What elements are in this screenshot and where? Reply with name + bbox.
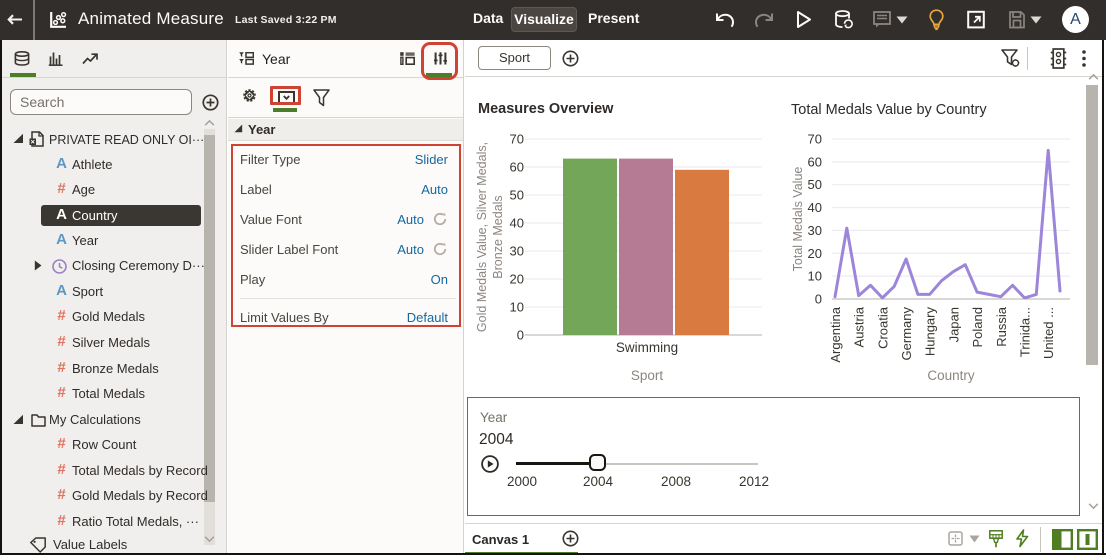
svg-text:Hungary: Hungary [923,307,938,357]
svg-text:Swimming: Swimming [616,340,678,355]
svg-text:Total Medals Value by Country: Total Medals Value by Country [791,102,987,118]
svg-text:70: 70 [808,132,822,147]
svg-text:Japan: Japan [946,307,961,342]
svg-text:Argentina: Argentina [828,306,843,362]
svg-text:20: 20 [510,272,524,287]
svg-text:Measures Overview: Measures Overview [478,101,614,117]
svg-text:Gold Medals Value, Silver Meda: Gold Medals Value, Silver Medals, [475,142,489,332]
svg-text:60: 60 [808,154,822,169]
svg-text:0: 0 [815,292,822,307]
svg-text:10: 10 [510,300,524,315]
svg-text:50: 50 [808,177,822,192]
svg-text:60: 60 [510,160,524,175]
svg-text:Austria: Austria [852,306,867,347]
svg-text:Germany: Germany [899,307,914,361]
svg-text:70: 70 [510,132,524,147]
svg-text:United ...: United ... [1041,307,1056,359]
svg-text:30: 30 [510,244,524,259]
svg-text:50: 50 [510,188,524,203]
svg-text:Russia: Russia [994,306,1009,347]
svg-text:Croatia: Croatia [875,306,890,349]
svg-text:Poland: Poland [970,307,985,347]
svg-text:40: 40 [510,216,524,231]
svg-text:Sport: Sport [631,368,664,383]
svg-text:0: 0 [517,328,524,343]
svg-text:30: 30 [808,223,822,238]
svg-text:Total Medals Value: Total Medals Value [791,167,805,272]
svg-text:Trinida...: Trinida... [1018,307,1033,357]
svg-text:Bronze Medals: Bronze Medals [491,195,505,278]
svg-text:40: 40 [808,200,822,215]
svg-text:20: 20 [808,246,822,261]
svg-text:Country: Country [927,368,975,383]
svg-text:10: 10 [808,269,822,284]
